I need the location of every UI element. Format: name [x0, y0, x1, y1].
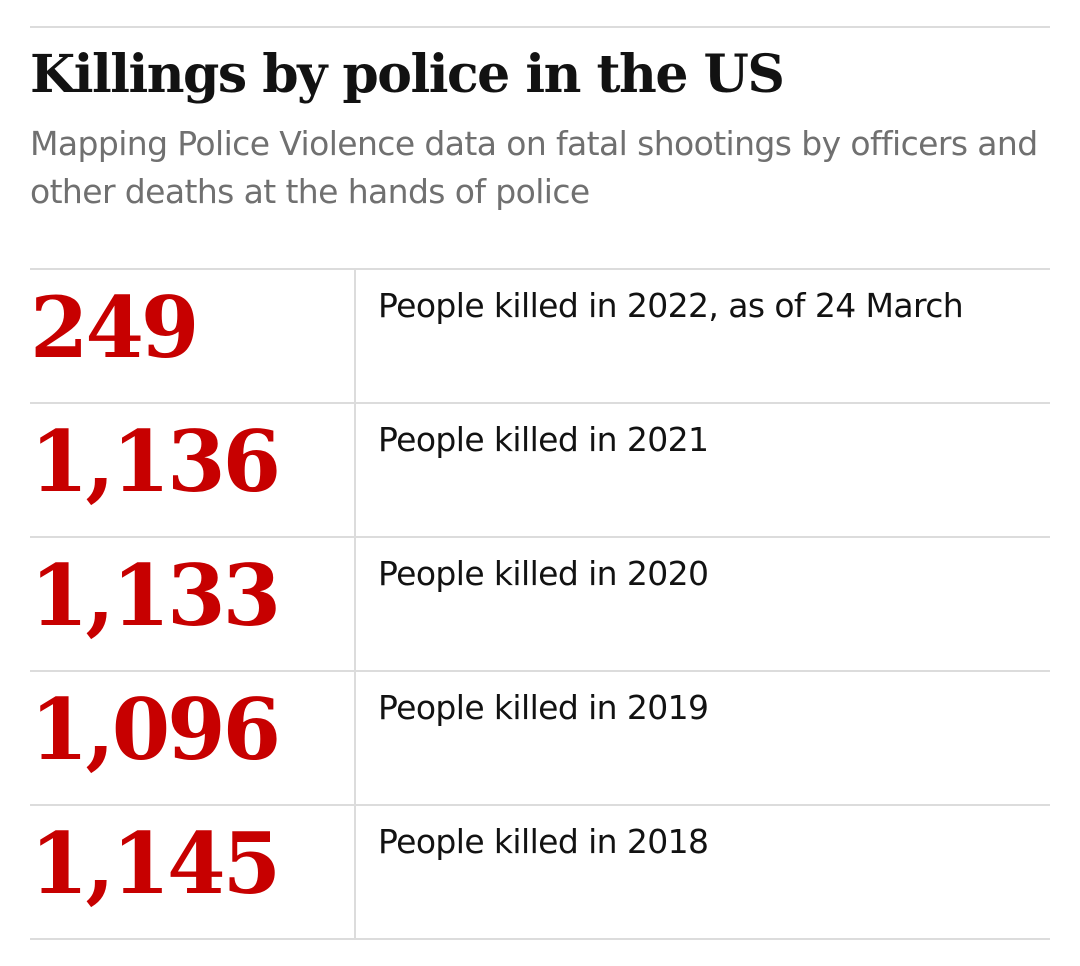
table-row: 1,096 People killed in 2019 — [30, 670, 1050, 804]
value-cell: 1,145 — [30, 806, 356, 938]
killed-count-2022: 249 — [30, 278, 199, 377]
killed-count-2018: 1,145 — [30, 814, 281, 913]
row-label-2020: People killed in 2020 — [378, 554, 709, 593]
table-row: 1,133 People killed in 2020 — [30, 536, 1050, 670]
table-row: 249 People killed in 2022, as of 24 Marc… — [30, 268, 1050, 402]
chart-subtitle: Mapping Police Violence data on fatal sh… — [30, 124, 1038, 211]
chart-title: Killings by police in the US — [30, 44, 785, 105]
value-cell: 1,136 — [30, 404, 356, 536]
stats-table: 249 People killed in 2022, as of 24 Marc… — [30, 268, 1050, 940]
killed-count-2021: 1,136 — [30, 412, 281, 511]
killed-count-2020: 1,133 — [30, 546, 281, 645]
value-cell: 1,096 — [30, 672, 356, 804]
row-label-2019: People killed in 2019 — [378, 688, 709, 727]
row-label-2022: People killed in 2022, as of 24 March — [378, 286, 964, 325]
table-row: 1,136 People killed in 2021 — [30, 402, 1050, 536]
value-cell: 249 — [30, 270, 356, 402]
table-row: 1,145 People killed in 2018 — [30, 804, 1050, 940]
killed-count-2019: 1,096 — [30, 680, 281, 779]
top-divider — [30, 26, 1050, 28]
row-label-2021: People killed in 2021 — [378, 420, 709, 459]
row-label-2018: People killed in 2018 — [378, 822, 709, 861]
value-cell: 1,133 — [30, 538, 356, 670]
